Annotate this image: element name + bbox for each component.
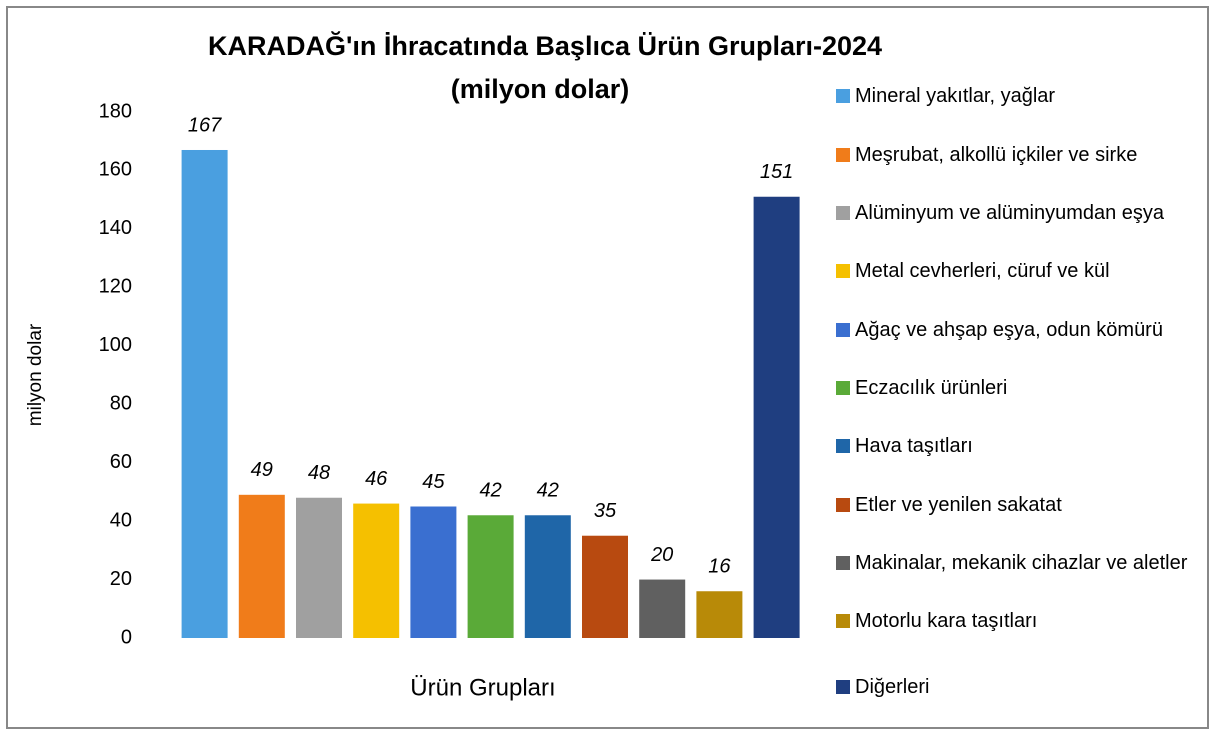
chart-title: KARADAĞ'ın İhracatında Başlıca Ürün Grup…	[208, 30, 882, 61]
legend-swatch	[836, 680, 850, 694]
bar	[410, 506, 457, 638]
legend-swatch	[836, 148, 850, 162]
value-label: 20	[650, 544, 673, 566]
legend-swatch	[836, 556, 850, 570]
legend-swatch	[836, 89, 850, 103]
legend-swatch	[836, 323, 850, 337]
legend-swatch	[836, 614, 850, 628]
legend-label: Motorlu kara taşıtları	[855, 610, 1038, 632]
y-tick-label: 40	[110, 509, 132, 531]
y-tick-label: 120	[99, 276, 132, 298]
value-label: 42	[537, 480, 559, 502]
legend-swatch	[836, 206, 850, 220]
legend-item: Etler ve yenilen sakatat	[836, 493, 1201, 517]
legend-item: Alüminyum ve alüminyumdan eşya	[836, 201, 1201, 225]
legend-label: Mineral yakıtlar, yağlar	[855, 85, 1056, 107]
legend-label: Metal cevherleri, cüruf ve kül	[855, 260, 1110, 282]
value-label: 46	[365, 468, 388, 490]
bar	[696, 591, 743, 638]
legend-item: Meşrubat, alkollü içkiler ve sirke	[836, 143, 1201, 167]
legend-label: Diğerleri	[855, 676, 930, 698]
x-axis-title: Ürün Grupları	[410, 674, 555, 701]
y-tick-label: 80	[110, 393, 132, 415]
bar	[467, 515, 514, 638]
value-label: 48	[308, 462, 330, 484]
legend-item: Makinalar, mekanik cihazlar ve aletler	[836, 551, 1201, 575]
value-label: 35	[594, 500, 617, 522]
legend-item: Diğerleri	[836, 675, 1201, 699]
y-axis-title: milyon dolar	[25, 323, 46, 426]
y-tick-label: 100	[99, 334, 132, 356]
bar	[639, 579, 686, 638]
value-label: 16	[708, 556, 731, 578]
legend-label: Eczacılık ürünleri	[855, 377, 1008, 399]
bar	[296, 497, 342, 638]
y-tick-label: 0	[121, 626, 132, 648]
bar	[524, 515, 571, 638]
legend-label: Meşrubat, alkollü içkiler ve sirke	[855, 144, 1138, 166]
bar	[238, 494, 285, 638]
y-tick-label: 140	[99, 217, 132, 239]
legend-item: Eczacılık ürünleri	[836, 376, 1201, 400]
legend-item: Ağaç ve ahşap eşya, odun kömürü	[836, 318, 1201, 342]
chart-subtitle: (milyon dolar)	[451, 74, 630, 104]
y-tick-label: 160	[99, 159, 132, 181]
legend-label: Etler ve yenilen sakatat	[855, 494, 1062, 516]
legend-swatch	[836, 439, 850, 453]
legend-swatch	[836, 264, 850, 278]
value-label: 49	[251, 459, 273, 481]
bar	[181, 149, 228, 638]
legend-label: Hava taşıtları	[855, 435, 973, 457]
value-label: 151	[760, 161, 793, 183]
legend-item: Metal cevherleri, cüruf ve kül	[836, 259, 1201, 283]
legend-item: Motorlu kara taşıtları	[836, 609, 1201, 633]
value-label: 45	[422, 471, 445, 493]
value-label: 42	[479, 480, 501, 502]
legend-swatch	[836, 381, 850, 395]
bar	[582, 535, 628, 638]
legend-item: Hava taşıtları	[836, 434, 1201, 458]
y-tick-label: 60	[110, 451, 132, 473]
bar	[753, 196, 800, 638]
value-label: 167	[188, 114, 222, 136]
legend-item: Mineral yakıtlar, yağlar	[836, 84, 1201, 108]
legend-label: Ağaç ve ahşap eşya, odun kömürü	[855, 319, 1163, 341]
y-tick-label: 180	[99, 100, 132, 122]
y-tick-label: 20	[110, 568, 132, 590]
legend-label: Alüminyum ve alüminyumdan eşya	[855, 202, 1165, 224]
legend-label: Makinalar, mekanik cihazlar ve aletler	[855, 552, 1188, 574]
legend-swatch	[836, 498, 850, 512]
bar	[353, 503, 400, 638]
